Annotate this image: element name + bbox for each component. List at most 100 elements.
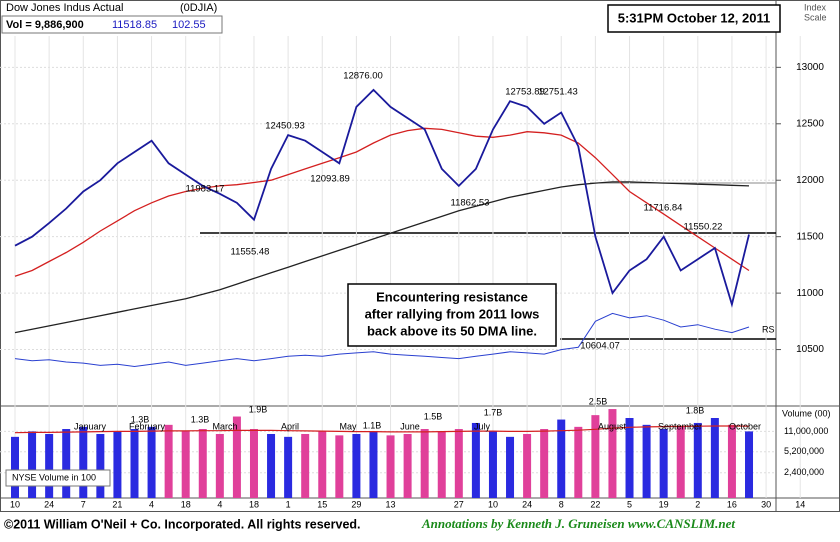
price-label: 11550.22: [684, 222, 723, 233]
price-label: 11983.17: [186, 184, 225, 195]
y-axis-label: Index: [804, 2, 827, 12]
volume-bar: [62, 429, 71, 498]
volume-bar: [523, 433, 532, 498]
price-label: 11862.53: [451, 198, 490, 209]
x-tick-label: 24: [44, 499, 54, 509]
month-label: April: [281, 421, 299, 431]
x-tick-label: 7: [81, 499, 86, 509]
month-label: July: [474, 421, 491, 431]
volume-label: 1.3B: [191, 414, 210, 424]
timestamp-box: [607, 4, 781, 33]
volume-tick-label: 2,400,000: [784, 467, 824, 477]
y-tick-label: 13000: [796, 62, 824, 73]
x-tick-label: 29: [351, 499, 361, 509]
ma50-line: [14, 127, 750, 277]
symbol: (0DJIA): [180, 2, 217, 14]
x-tick-label: 30: [761, 499, 771, 509]
month-label: May: [339, 421, 357, 431]
x-tick-label: 22: [590, 499, 600, 509]
x-tick-label: 16: [727, 499, 737, 509]
volume-tick-label: 11,000,000: [784, 426, 828, 436]
volume-bar: [164, 424, 173, 498]
price-change: 102.55: [172, 19, 206, 31]
volume-average-line: [14, 425, 750, 434]
y-tick-label: 11000: [796, 288, 824, 299]
rs-line: [14, 312, 750, 368]
timestamp: 5:31PM October 12, 2011: [618, 10, 770, 25]
volume-bar: [301, 433, 310, 498]
volume-label: 1.7B: [484, 407, 503, 417]
y-tick-label: 10500: [796, 344, 824, 355]
volume-bar: [386, 435, 395, 498]
note-box: [5, 469, 111, 487]
volume-note: NYSE Volume in 100: [12, 472, 96, 482]
volume-bar: [352, 433, 361, 498]
volume-bar: [488, 431, 497, 498]
volume-bar: [284, 436, 293, 498]
volume-bar: [369, 431, 378, 498]
price-label: 12876.00: [343, 71, 383, 82]
x-tick-label: 2: [695, 499, 700, 509]
price-label: 11716.84: [644, 203, 683, 214]
x-tick-label: 18: [249, 499, 259, 509]
y-axis-label: Scale: [804, 12, 827, 22]
x-tick-label: 4: [149, 499, 154, 509]
quote-box: [1, 15, 223, 34]
x-tick-label: 5: [627, 499, 632, 509]
volume-bar: [437, 431, 446, 498]
month-label: February: [129, 421, 166, 431]
month-label: September: [658, 421, 702, 431]
volume-bar: [727, 424, 736, 498]
price-label: 10604.07: [580, 341, 620, 352]
volume-quote: Vol = 9,886,900: [6, 19, 84, 31]
volume-bar: [710, 418, 719, 498]
volume-bar: [267, 433, 276, 498]
x-tick-label: 1: [286, 499, 291, 509]
volume-bar: [676, 426, 685, 498]
volume-bar: [79, 426, 88, 498]
volume-bar: [181, 431, 190, 498]
annotation-box: [347, 283, 557, 347]
month-label: March: [212, 421, 237, 431]
price-label: 12751.43: [538, 87, 578, 98]
x-tick-label: 18: [181, 499, 191, 509]
annotation-line: back above its 50 DMA line.: [367, 323, 537, 338]
x-tick-label: 24: [522, 499, 532, 509]
volume-bar: [574, 426, 583, 498]
plot: [11, 88, 754, 498]
annotation-line: after rallying from 2011 lows: [365, 306, 540, 321]
x-tick-label: 27: [454, 499, 464, 509]
volume-label: 1.5B: [424, 411, 443, 421]
x-tick-label: 15: [317, 499, 327, 509]
volume-bar: [540, 429, 549, 498]
volume-bar: [11, 436, 19, 498]
credit: Annotations by Kenneth J. Gruneisen www.…: [421, 516, 735, 531]
price-line: [14, 88, 750, 308]
volume-bar: [147, 426, 156, 498]
volume-bar: [130, 429, 139, 498]
volume-bar: [625, 418, 634, 498]
y-tick-label: 11500: [796, 231, 824, 242]
volume-bar: [693, 422, 702, 498]
volume-label: 1.1B: [363, 420, 382, 430]
x-tick-label: 14: [795, 499, 805, 509]
volume-bar: [318, 431, 327, 498]
x-tick-label: 10: [488, 499, 498, 509]
volume-label: 1.3B: [131, 414, 150, 424]
volume-bar: [232, 416, 241, 498]
volume-bar: [591, 415, 600, 498]
volume-bar: [198, 429, 207, 498]
price-label: 12450.93: [265, 121, 305, 132]
x-tick-label: 4: [217, 499, 222, 509]
month-label: October: [729, 421, 761, 431]
volume-bar: [45, 433, 54, 498]
volume-label: 1.9B: [249, 404, 268, 414]
volume-bar: [454, 429, 463, 498]
volume-bar: [608, 409, 617, 498]
month-label: June: [400, 421, 420, 431]
copyright: ©2011 William O'Neil + Co. Incorporated.…: [4, 517, 361, 531]
volume-bar: [403, 433, 412, 498]
x-tick-label: 19: [659, 499, 669, 509]
volume-bar: [249, 429, 258, 498]
